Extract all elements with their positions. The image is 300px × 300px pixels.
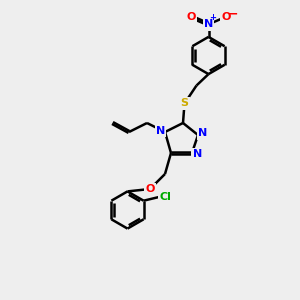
Text: O: O [222,12,231,22]
Text: O: O [145,184,155,194]
Text: N: N [156,125,165,136]
Text: S: S [181,98,188,109]
Text: N: N [204,19,213,29]
Text: N: N [198,128,207,139]
Text: O: O [187,12,196,22]
Text: N: N [193,149,202,160]
Text: −: − [227,7,238,20]
Text: Cl: Cl [159,192,171,202]
Text: +: + [209,13,216,22]
